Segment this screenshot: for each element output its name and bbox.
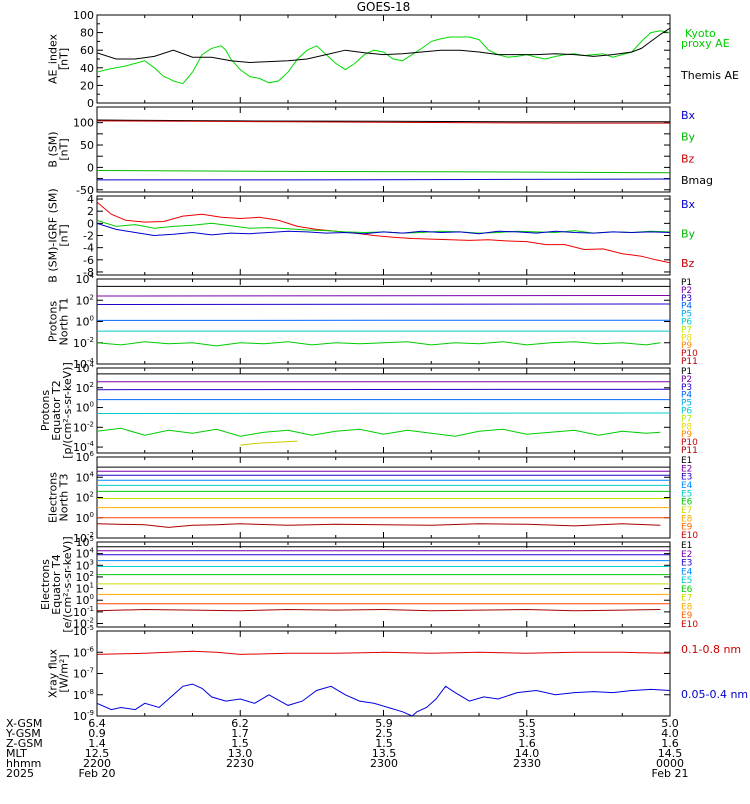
y-axis-label: [p/(cm²-s-sr-keV)] bbox=[61, 362, 74, 459]
y-tick-label: 104 bbox=[76, 361, 95, 375]
y-tick-label: 10-8 bbox=[73, 688, 94, 702]
panel-frame bbox=[97, 196, 670, 275]
legend-entry: Bx bbox=[681, 109, 696, 122]
y-tick-label: 2 bbox=[87, 205, 94, 218]
series-group bbox=[97, 286, 670, 346]
y-tick-label: 106 bbox=[76, 450, 95, 464]
y-tick-label: 100 bbox=[76, 401, 94, 415]
panel-frame bbox=[97, 279, 670, 364]
series-line-p2 bbox=[97, 296, 670, 297]
series-group bbox=[97, 651, 670, 716]
ephemeris-value: 2330 bbox=[513, 757, 541, 770]
series-line-p6 bbox=[97, 428, 660, 436]
y-axis-label: [nT] bbox=[58, 138, 71, 160]
y-tick-label: -4 bbox=[83, 242, 94, 255]
series-group bbox=[97, 28, 670, 83]
y-tick-label: 10-6 bbox=[73, 645, 95, 659]
series-group bbox=[97, 547, 670, 611]
y-axis-label: [W/m²] bbox=[58, 654, 71, 692]
y-tick-label: 104 bbox=[76, 272, 95, 286]
legend-entry: Themis AE bbox=[680, 69, 739, 82]
legend-entry: 0.1-0.8 nm bbox=[681, 643, 741, 656]
ephemeris-value: Feb 20 bbox=[79, 767, 116, 780]
y-tick-label: 100 bbox=[76, 315, 94, 329]
series-line-e10 bbox=[97, 524, 660, 528]
legend-entry: Bmag bbox=[681, 174, 713, 187]
y-axis-label: North T3 bbox=[58, 474, 71, 522]
y-tick-label: -2 bbox=[83, 230, 94, 243]
series-line-p7 bbox=[240, 441, 297, 445]
legend-entry: proxy AE bbox=[681, 37, 730, 50]
y-tick-label: 80 bbox=[80, 27, 94, 40]
series-line-bx bbox=[97, 223, 670, 235]
series-line-by bbox=[97, 171, 670, 173]
legend-entry: Bz bbox=[681, 257, 695, 270]
y-tick-label: 102 bbox=[76, 491, 94, 505]
panel-frame bbox=[97, 15, 670, 103]
series-group bbox=[97, 467, 670, 527]
y-axis-label: [nT] bbox=[58, 224, 71, 246]
ephemeris-value: Feb 21 bbox=[652, 767, 689, 780]
y-tick-label: 40 bbox=[80, 62, 94, 75]
panel-e-t4: 10-210-1100101102103104105ElectronsEquat… bbox=[39, 535, 698, 633]
y-tick-label: 100 bbox=[76, 511, 94, 525]
legend-entry: P11 bbox=[681, 446, 698, 456]
y-axis-label: North T1 bbox=[58, 298, 71, 346]
panel-frame bbox=[97, 368, 670, 453]
legend-entry: E10 bbox=[681, 620, 698, 630]
series-line-bx bbox=[97, 179, 670, 180]
series-group bbox=[97, 202, 670, 263]
legend-entry: E10 bbox=[681, 531, 698, 541]
legend-entry: P11 bbox=[681, 357, 698, 367]
chart-title: GOES-18 bbox=[357, 0, 411, 14]
y-axis-label: [nT] bbox=[58, 48, 71, 70]
series-line-e10 bbox=[97, 610, 660, 611]
y-axis-label: [e/(cm²-s-sr-keV)] bbox=[61, 536, 74, 632]
y-tick-label: 0 bbox=[87, 97, 94, 110]
y-tick-label: 10-5 bbox=[73, 624, 94, 638]
y-tick-label: 60 bbox=[80, 44, 94, 57]
y-tick-label: 10-2 bbox=[73, 336, 94, 350]
y-tick-label: 10-7 bbox=[73, 667, 94, 681]
series-line-kyoto-proxy-ae bbox=[97, 31, 670, 84]
series-line-0-1-0-8-nm bbox=[97, 651, 670, 654]
ephemeris-value: 2230 bbox=[226, 757, 254, 770]
series-line-themis-ae bbox=[97, 28, 670, 62]
y-tick-label: 102 bbox=[76, 381, 94, 395]
y-tick-label: 0 bbox=[87, 217, 94, 230]
legend-entry: Bz bbox=[681, 152, 695, 165]
legend-entry: Bx bbox=[681, 198, 696, 211]
legend-entry: 0.05-0.4 nm bbox=[681, 688, 748, 701]
ephemeris-row-label: 2025 bbox=[6, 767, 34, 780]
y-tick-label: -6 bbox=[83, 254, 94, 267]
y-tick-label: 104 bbox=[76, 470, 95, 484]
legend-entry: By bbox=[681, 228, 696, 241]
y-tick-label: 50 bbox=[80, 139, 94, 152]
series-line-by bbox=[97, 220, 670, 233]
series-line-p6 bbox=[97, 342, 660, 346]
y-tick-label: 102 bbox=[76, 293, 94, 307]
series-line-p5 bbox=[97, 413, 670, 414]
y-tick-label: 4 bbox=[87, 193, 94, 206]
y-tick-label: 100 bbox=[73, 9, 94, 22]
y-tick-label: 100 bbox=[73, 117, 94, 130]
ephemeris-value: 2300 bbox=[370, 757, 398, 770]
panel-frame bbox=[97, 631, 670, 716]
legend-entry: By bbox=[681, 131, 696, 144]
y-tick-label: 0 bbox=[87, 161, 94, 174]
y-tick-label: 10-2 bbox=[73, 420, 94, 434]
y-tick-label: 20 bbox=[80, 79, 94, 92]
series-group bbox=[97, 374, 670, 445]
series-group bbox=[97, 120, 670, 180]
series-line-p3 bbox=[97, 304, 670, 305]
